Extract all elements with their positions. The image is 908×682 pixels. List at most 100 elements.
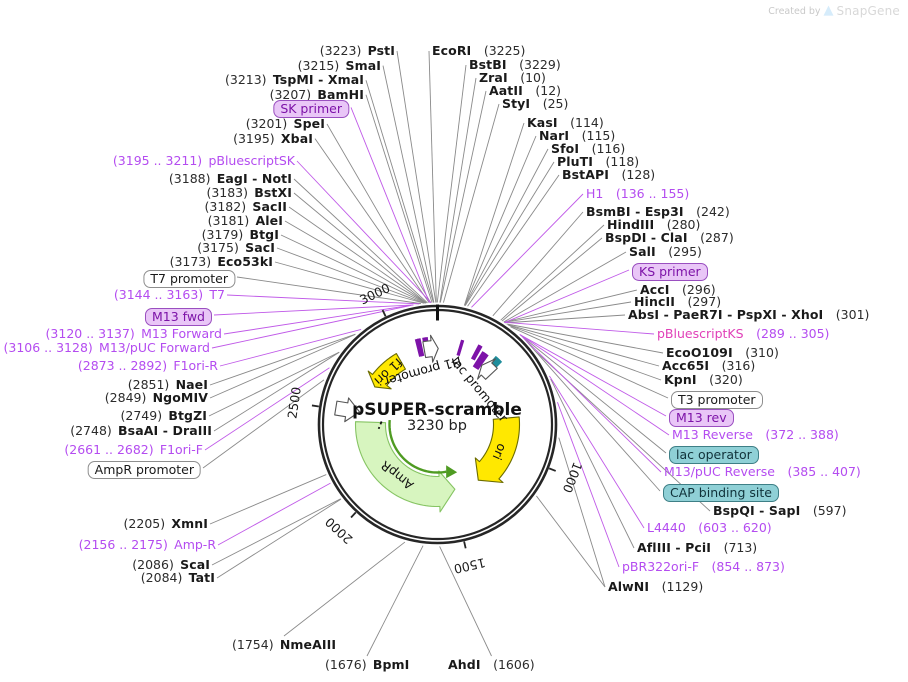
site-label-ecori[interactable]: EcoRI (3225) — [432, 44, 525, 57]
feature-chip-t3-promoter[interactable]: T3 promoter — [671, 391, 763, 409]
site-label-hincii[interactable]: HincII (297) — [634, 295, 721, 308]
site-label-absi-paer7i-pspxi-xhoi[interactable]: AbsI - PaeR7I - PspXI - XhoI (301) — [628, 308, 869, 321]
site-label-sfoi[interactable]: SfoI (116) — [551, 142, 625, 155]
chip-label: lac operator — [676, 447, 752, 462]
site-position: (854 .. 873) — [711, 559, 785, 574]
site-name: SmaI — [345, 57, 381, 73]
site-label-bsmbi-esp3i[interactable]: BsmBI - Esp3I (242) — [586, 205, 730, 218]
site-label-saci[interactable]: (3175) SacI — [197, 241, 275, 254]
site-label-smai[interactable]: (3215) SmaI — [298, 59, 381, 72]
site-label-spei[interactable]: (3201) SpeI — [246, 117, 325, 130]
feature-chip-m13-rev[interactable]: M13 rev — [669, 409, 734, 427]
site-label-btgi[interactable]: (3179) BtgI — [202, 228, 279, 241]
site-label-eagi-noti[interactable]: (3188) EagI - NotI — [169, 172, 292, 185]
site-label-alwni[interactable]: AlwNI (1129) — [608, 580, 703, 593]
site-label-hindiii[interactable]: HindIII (280) — [607, 218, 700, 231]
site-label-m13-puc-reverse[interactable]: M13/pUC Reverse (385 .. 407) — [664, 465, 861, 478]
site-label-tati[interactable]: (2084) TatI — [141, 571, 215, 584]
site-label-zrai[interactable]: ZraI (10) — [479, 71, 546, 84]
feature-chip-sk-primer[interactable]: SK primer — [273, 100, 349, 119]
site-position: (3215) — [297, 57, 340, 73]
site-label-psti[interactable]: (3223) PstI — [320, 44, 395, 57]
site-position: (2849) — [104, 390, 147, 405]
site-name: F1ori-R — [173, 358, 218, 373]
site-label-btgzi[interactable]: (2749) BtgZI — [121, 409, 208, 422]
feature-chip-ampr-promoter[interactable]: AmpR promoter — [87, 461, 201, 479]
site-label-sali[interactable]: SalI (295) — [629, 245, 702, 258]
site-label-l4440[interactable]: L4440 (603 .. 620) — [647, 521, 772, 534]
chip-label: SK primer — [280, 101, 342, 117]
site-label-tspmi-xmai[interactable]: (3213) TspMI - XmaI — [225, 73, 364, 86]
site-label-bstbi[interactable]: BstBI (3229) — [469, 58, 561, 71]
feature-chip-t7-promoter[interactable]: T7 promoter — [143, 270, 235, 288]
site-label-ecoo109i[interactable]: EcoO109I (310) — [666, 346, 779, 359]
site-label-f1ori-r[interactable]: (2873 .. 2892) F1ori-R — [78, 359, 218, 372]
site-position: (280) — [666, 217, 701, 232]
site-name: BsaAI - DraIII — [118, 423, 212, 438]
site-position: (3225) — [483, 43, 526, 58]
feature-chip-cap-binding-site[interactable]: CAP binding site — [663, 484, 779, 502]
site-label-h1[interactable]: H1 (136 .. 155) — [586, 187, 689, 200]
site-label-bspqi-sapi[interactable]: BspQI - SapI (597) — [713, 504, 846, 517]
site-position: (1754) — [232, 637, 274, 652]
site-label-kasi[interactable]: KasI (114) — [527, 116, 604, 129]
site-label-bstapi[interactable]: BstAPI (128) — [562, 168, 655, 181]
site-label-pbluescriptks[interactable]: pBluescriptKS (289 .. 305) — [657, 327, 829, 340]
site-name: pBR322ori-F — [622, 559, 700, 574]
site-label-scai[interactable]: (2086) ScaI — [132, 558, 210, 571]
site-position: (3207) — [269, 86, 312, 102]
site-label-ngomiv[interactable]: (2849) NgoMIV — [105, 391, 208, 404]
site-name: BtgZI — [168, 408, 207, 423]
site-position: (1606) — [493, 657, 535, 672]
site-label-bsaai-draiii[interactable]: (2748) BsaAI - DraIII — [70, 424, 212, 437]
site-label-xmni[interactable]: (2205) XmnI — [124, 517, 208, 530]
feature-chip-m13-fwd[interactable]: M13 fwd — [144, 308, 212, 326]
site-label-ahdi[interactable]: AhdI (1606) — [448, 658, 535, 671]
site-label-m13-puc-forward[interactable]: (3106 .. 3128) M13/pUC Forward — [4, 341, 211, 354]
site-name: pBluescriptSK — [208, 153, 295, 168]
site-label-naei[interactable]: (2851) NaeI — [128, 378, 208, 391]
site-label-xbai[interactable]: (3195) XbaI — [233, 132, 313, 145]
site-position: (3195 .. 3211) — [112, 153, 203, 168]
site-label-eco53ki[interactable]: (3173) Eco53kI — [170, 255, 273, 268]
site-label-nari[interactable]: NarI (115) — [539, 129, 615, 142]
site-label-bpmi[interactable]: (1676) BpmI — [325, 658, 409, 671]
site-position: (2086) — [132, 557, 174, 572]
plasmid-size: 3230 bp — [407, 418, 467, 434]
site-label-m13-forward[interactable]: (3120 .. 3137) M13 Forward — [46, 327, 222, 340]
site-position: (12) — [535, 83, 562, 98]
site-label-bstxi[interactable]: (3183) BstXI — [206, 186, 292, 199]
site-position: (3120 .. 3137) — [45, 326, 135, 341]
site-position: (3229) — [519, 57, 561, 72]
site-label-bamhi[interactable]: (3207) BamHI — [270, 88, 364, 101]
site-position: (301) — [835, 307, 870, 322]
feature-chip-ks-primer[interactable]: KS primer — [632, 263, 708, 281]
site-label-pbluescriptsk[interactable]: (3195 .. 3211) pBluescriptSK — [113, 154, 295, 167]
site-label-styi[interactable]: StyI (25) — [502, 97, 568, 110]
site-label-acci[interactable]: AccI (296) — [640, 283, 716, 296]
site-label-sacii[interactable]: (3182) SacII — [205, 200, 287, 213]
site-label-nmeaiii[interactable]: (1754) NmeAIII — [232, 638, 336, 651]
site-label-pluti[interactable]: PluTI (118) — [557, 155, 639, 168]
site-label-f1ori-f[interactable]: (2661 .. 2682) F1ori-F — [64, 443, 203, 456]
site-position: (2084) — [140, 570, 183, 585]
site-position: (3182) — [204, 199, 247, 214]
site-label-bspdi-clai[interactable]: BspDI - ClaI (287) — [605, 231, 734, 244]
site-position: (3188) — [168, 171, 211, 186]
site-label-afliii-pcii[interactable]: AflIII - PciI (713) — [637, 541, 757, 554]
site-name: TatI — [188, 570, 215, 585]
site-label-kpni[interactable]: KpnI (320) — [664, 373, 743, 386]
site-name: BstAPI — [562, 167, 610, 182]
site-label-aatii[interactable]: AatII (12) — [489, 84, 561, 97]
site-label-pbr322ori-f[interactable]: pBR322ori-F (854 .. 873) — [622, 560, 785, 573]
feature-chip-lac-operator[interactable]: lac operator — [669, 446, 759, 464]
site-name: NaeI — [175, 377, 208, 392]
site-position: (296) — [682, 282, 716, 297]
site-label-m13-reverse[interactable]: M13 Reverse (372 .. 388) — [672, 428, 839, 441]
site-label-alei[interactable]: (3181) AleI — [208, 214, 283, 227]
site-label-t7[interactable]: (3144 .. 3163) T7 — [114, 288, 225, 301]
site-position: (310) — [745, 345, 779, 360]
site-position: (2205) — [123, 516, 166, 531]
site-label-amp-r[interactable]: (2156 .. 2175) Amp-R — [79, 538, 216, 551]
site-label-acc65i[interactable]: Acc65I (316) — [662, 359, 755, 372]
